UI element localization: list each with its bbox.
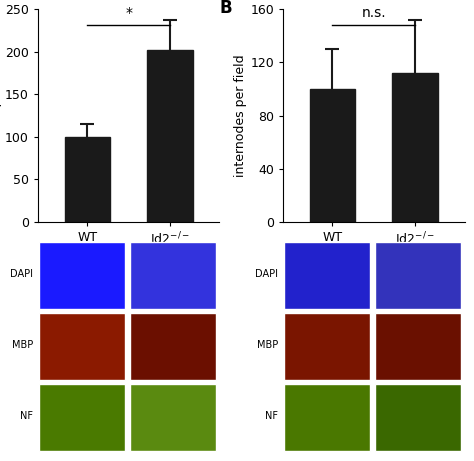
FancyBboxPatch shape: [129, 242, 216, 309]
Bar: [310, 89, 355, 222]
FancyBboxPatch shape: [374, 242, 461, 309]
FancyBboxPatch shape: [374, 384, 461, 451]
FancyBboxPatch shape: [129, 384, 216, 451]
FancyBboxPatch shape: [39, 242, 125, 309]
FancyBboxPatch shape: [284, 384, 370, 451]
Bar: [392, 73, 438, 222]
FancyBboxPatch shape: [374, 313, 461, 380]
Text: *: *: [125, 6, 132, 20]
Text: n.s.: n.s.: [362, 6, 386, 20]
Text: MBP: MBP: [257, 340, 278, 350]
Text: MBP: MBP: [12, 340, 33, 350]
FancyBboxPatch shape: [39, 313, 125, 380]
Text: NF: NF: [265, 411, 278, 421]
FancyBboxPatch shape: [284, 313, 370, 380]
Text: NF: NF: [20, 411, 33, 421]
FancyBboxPatch shape: [39, 384, 125, 451]
Y-axis label: internodes per field: internodes per field: [0, 54, 2, 177]
Y-axis label: internodes per field: internodes per field: [235, 54, 247, 177]
Text: DAPI: DAPI: [255, 270, 278, 279]
FancyBboxPatch shape: [284, 242, 370, 309]
Text: B: B: [219, 0, 232, 17]
Text: DAPI: DAPI: [10, 270, 33, 279]
FancyBboxPatch shape: [129, 313, 216, 380]
Bar: [65, 137, 110, 222]
Bar: [147, 50, 192, 222]
